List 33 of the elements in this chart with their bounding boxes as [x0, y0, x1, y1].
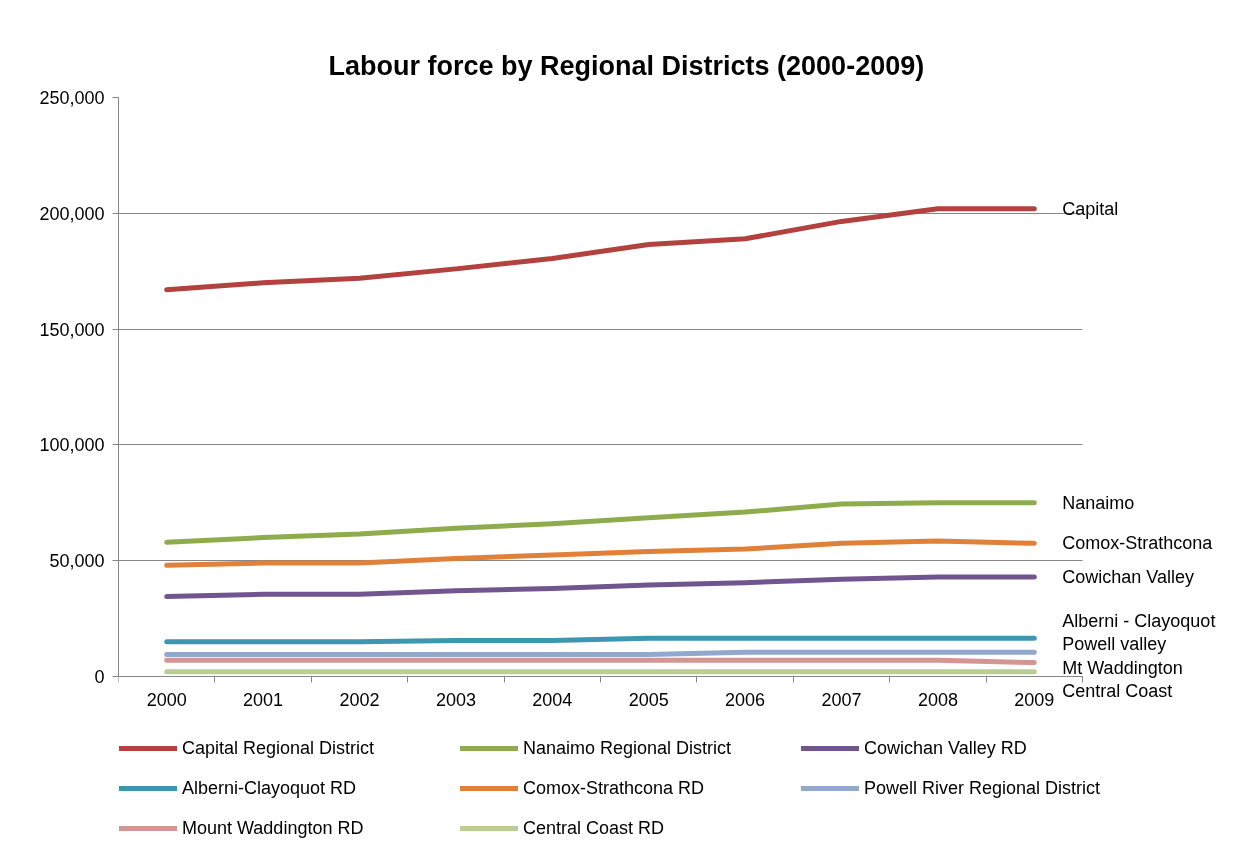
y-tick-label: 0: [94, 667, 105, 687]
legend-label: Nanaimo Regional District: [523, 737, 733, 759]
x-tick-label: 2002: [339, 689, 380, 710]
chart-title: Labour force by Regional Districts (2000-2009): [328, 50, 925, 81]
annotation: Comox-Strathcona: [1062, 533, 1214, 554]
y-tick-label: 100,000: [39, 435, 105, 456]
y-tick-label: 50,000: [49, 551, 105, 572]
legend-label: Mount Waddington RD: [182, 817, 365, 839]
annotation: Central Coast: [1062, 681, 1173, 702]
x-tick-label: 2001: [243, 689, 284, 710]
annotation: Capital: [1062, 198, 1119, 219]
x-tick-label: 2003: [435, 689, 476, 710]
legend-label: Powell River Regional District: [864, 777, 1102, 799]
annotation: Powell valley: [1062, 634, 1167, 655]
legend-label: Comox-Strathcona RD: [523, 777, 706, 799]
annotation: Nanaimo: [1062, 492, 1135, 513]
x-tick-label: 2000: [146, 689, 187, 710]
x-tick-label: 2004: [532, 689, 573, 710]
legend-label: Capital Regional District: [182, 737, 376, 759]
y-tick-label: 250,000: [39, 88, 105, 108]
x-tick-label: 2005: [628, 689, 669, 710]
y-tick-label: 200,000: [39, 203, 105, 224]
annotation: Mt Waddington: [1062, 657, 1183, 678]
x-tick-label: 2009: [1014, 689, 1055, 710]
x-tick-label: 2008: [917, 689, 958, 710]
x-tick-label: 2007: [821, 689, 862, 710]
annotation: Alberni - Clayoquot: [1062, 610, 1216, 631]
x-tick-label: 2006: [725, 689, 766, 710]
legend-label: Alberni-Clayoquot RD: [182, 777, 358, 799]
y-tick-label: 150,000: [39, 319, 105, 340]
legend-label: Cowichan Valley RD: [864, 737, 1028, 759]
annotation: Cowichan Valley: [1062, 566, 1195, 587]
legend-label: Central Coast RD: [523, 817, 666, 839]
